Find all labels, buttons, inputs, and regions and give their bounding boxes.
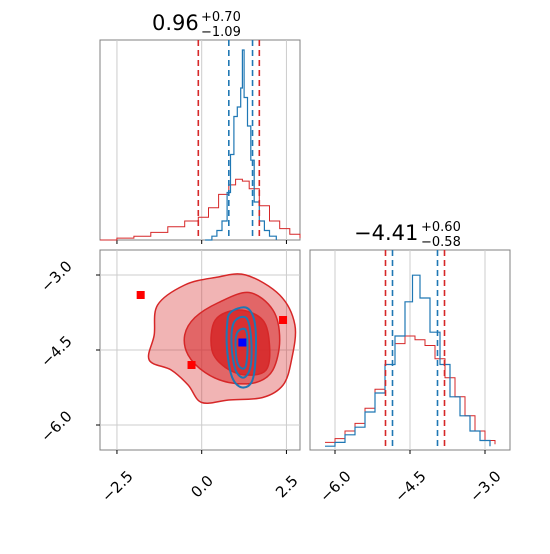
title-2-upper-error: +0.60 — [421, 220, 461, 235]
top-posterior-histogram — [205, 49, 277, 241]
joint-y-tick-label-1: −4.5 — [37, 332, 75, 370]
title-1-upper-error: +0.70 — [201, 10, 241, 25]
joint-x-tick-label-2: 2.5 — [272, 472, 302, 502]
joint-y-tick-label-2: −3.0 — [37, 257, 75, 295]
title-1-lower-error: −1.09 — [201, 25, 241, 40]
top-marginal-frame — [99, 39, 301, 241]
posterior-contour-inner — [234, 327, 249, 370]
joint-y-tick-label-0: −6.0 — [37, 407, 75, 445]
title-2-median: −4.41 — [354, 221, 418, 245]
title-1-median: 0.96 — [152, 11, 199, 35]
title-parameter-1: 0.96 +0.70 −1.09 — [152, 10, 241, 40]
reference-point-2 — [187, 361, 196, 369]
posterior-contour-outer — [225, 306, 257, 389]
right-x-tick-label-1: −4.5 — [391, 467, 429, 505]
right-x-tick-label-2: −3.0 — [466, 467, 504, 505]
marginal-panel-parameter-2: −6.0 −4.5 −3.0 — [309, 249, 511, 506]
joint-x-tick-label-0: −2.5 — [98, 467, 136, 505]
joint-x-tick-label-1: 0.0 — [187, 472, 217, 502]
truth-point — [238, 338, 247, 347]
title-2-lower-error: −0.58 — [421, 235, 461, 250]
joint-contour-group — [136, 273, 297, 405]
reference-point-1 — [279, 316, 288, 324]
reference-point-0 — [136, 291, 145, 299]
marginal-panel-parameter-1 — [99, 39, 301, 244]
posterior-contour-middle — [230, 315, 253, 379]
right-posterior-histogram — [325, 274, 491, 447]
joint-panel: −2.5 0.0 2.5 −6.0 −4.5 −3.0 — [37, 249, 302, 506]
right-x-tick-label-0: −6.0 — [316, 467, 354, 505]
title-parameter-2: −4.41 +0.60 −0.58 — [354, 220, 461, 250]
